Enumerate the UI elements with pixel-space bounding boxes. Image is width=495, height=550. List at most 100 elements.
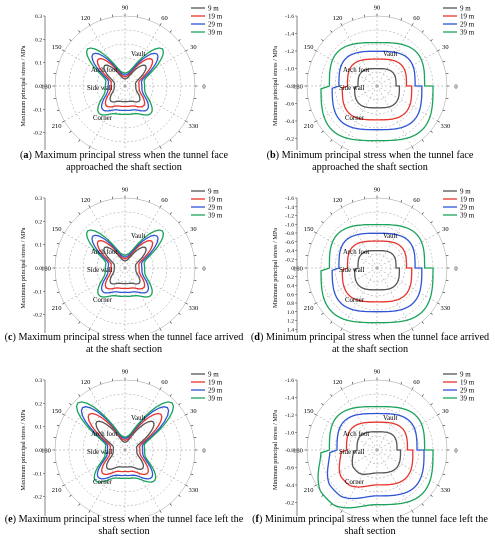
angle-tick-210: 210 — [52, 123, 62, 130]
radial-tick-label: -0.2 — [33, 495, 42, 501]
polar-chart-b: 0306090120150180210240270300330-1.6-1.4-… — [272, 4, 475, 150]
radial-tick-label: -1.6 — [285, 14, 294, 20]
series-line-39m — [317, 405, 434, 509]
panel-caption-b: (b) Minimum principal stress when the tu… — [266, 150, 474, 173]
series-line-39m — [85, 229, 165, 298]
caption-text: Minimum principal stress when the tunnel… — [262, 514, 488, 537]
y-axis-label: Minimum principal stress / MPa — [272, 410, 279, 490]
radial-tick-label: 0.3 — [35, 14, 42, 20]
radial-tick-label: 0.1 — [35, 425, 42, 431]
series-line-39m — [85, 47, 165, 116]
y-axis-label: Maximum principal stress / MPa — [20, 227, 27, 308]
legend-entry: 39 m — [460, 394, 475, 402]
angle-tick-330: 330 — [441, 123, 451, 130]
radial-tick-label: 0.6 — [287, 292, 294, 298]
radial-tick-label: -0.8 — [285, 448, 294, 454]
angle-tick-60: 60 — [413, 197, 420, 204]
angle-tick-120: 120 — [333, 15, 343, 22]
radial-tick-label: -0.1 — [33, 471, 42, 477]
angle-tick-180: 180 — [41, 84, 51, 91]
angle-tick-120: 120 — [81, 379, 91, 386]
annotation-arch-foot: Arch foot — [343, 431, 369, 438]
legend-entry: 19 m — [460, 378, 475, 386]
angle-tick-180: 180 — [293, 266, 303, 273]
radial-tick-label: 1.4 — [287, 327, 294, 333]
legend-entry: 19 m — [208, 12, 223, 20]
polar-chart-d: 0306090120150180210240270300330-1.6-1.4-… — [272, 187, 475, 333]
polar-chart-c: 03060901201501802102402703003300.30.20.1… — [20, 187, 223, 333]
angle-tick-150: 150 — [304, 226, 314, 233]
angle-tick-120: 120 — [81, 15, 91, 22]
legend-entry: 19 m — [460, 195, 475, 203]
angle-tick-180: 180 — [41, 266, 51, 273]
angle-tick-120: 120 — [81, 197, 91, 204]
legend-entry: 39 m — [208, 211, 223, 219]
series-line-9m — [353, 249, 401, 291]
caption-text: Minimum principal stress when the tunnel… — [263, 332, 490, 355]
radial-tick-label: -0.2 — [33, 313, 42, 319]
angle-tick-210: 210 — [52, 487, 62, 494]
series-line-9m — [353, 67, 401, 109]
polar-grid — [52, 13, 198, 150]
radial-tick-label: -0.4 — [285, 249, 294, 255]
radial-tick-label: -0.2 — [285, 257, 294, 263]
angle-tick-60: 60 — [161, 197, 168, 204]
annotation-arch-foot: Arch foot — [91, 67, 117, 74]
annotation-side-wall: Side wall — [339, 267, 365, 274]
radial-tick-label: -0.2 — [285, 137, 294, 143]
annotation-vault: Vault — [383, 415, 397, 422]
radial-tick-label: 0.4 — [287, 284, 294, 290]
angle-tick-30: 30 — [442, 226, 449, 233]
angle-tick-60: 60 — [161, 379, 168, 386]
angle-tick-0: 0 — [202, 448, 205, 455]
angle-tick-180: 180 — [293, 448, 303, 455]
polar-chart-e: 03060901201501802102402703003300.30.20.1… — [20, 369, 223, 516]
series-line-9m — [103, 64, 147, 103]
panel-caption-f: (f) Minimum principal stress when the tu… — [252, 514, 488, 537]
annotation-arch-foot: Arch foot — [343, 67, 369, 74]
legend-entry: 9 m — [208, 370, 219, 378]
series-line-29m — [80, 406, 170, 480]
legend-entry: 9 m — [208, 187, 219, 195]
legend-entry: 29 m — [460, 20, 475, 28]
panel-letter: e — [8, 514, 13, 525]
legend-entry: 29 m — [208, 20, 223, 28]
angle-tick-180: 180 — [293, 84, 303, 91]
series-line-19m — [96, 239, 154, 290]
legend-entry: 9 m — [208, 4, 219, 12]
legend-entry: 29 m — [460, 203, 475, 211]
panel-letter: f — [255, 514, 259, 525]
radial-tick-label: 0.2 — [35, 37, 42, 43]
angle-tick-210: 210 — [304, 305, 314, 312]
radial-tick-label: -1.0 — [285, 67, 294, 73]
angle-tick-210: 210 — [52, 305, 62, 312]
legend-entry: 19 m — [208, 195, 223, 203]
annotation-vault: Vault — [131, 51, 145, 58]
series-line-39m — [320, 41, 434, 142]
annotation-corner: Corner — [345, 115, 365, 122]
angle-tick-150: 150 — [52, 226, 62, 233]
radial-tick-label: -0.1 — [33, 107, 42, 113]
radial-tick-label: 0.3 — [35, 378, 42, 384]
angle-tick-150: 150 — [304, 408, 314, 415]
angle-tick-90: 90 — [374, 369, 381, 376]
angle-tick-120: 120 — [333, 379, 343, 386]
radial-tick-label: -1.0 — [285, 222, 294, 228]
legend-entry: 9 m — [460, 187, 471, 195]
radial-tick-label: -0.8 — [285, 84, 294, 90]
angle-tick-0: 0 — [454, 448, 457, 455]
annotation-corner: Corner — [93, 297, 113, 304]
angle-tick-120: 120 — [333, 197, 343, 204]
radial-tick-label: -1.2 — [285, 49, 294, 55]
panel-caption-e: (e) Maximum principal stress when the tu… — [4, 514, 244, 537]
angle-tick-330: 330 — [441, 305, 451, 312]
series-line-19m — [341, 58, 413, 121]
annotation-side-wall: Side wall — [87, 85, 113, 92]
annotation-side-wall: Side wall — [339, 85, 365, 92]
panel-letter: d — [254, 332, 260, 343]
radial-tick-label: -0.4 — [285, 119, 294, 125]
radial-tick-label: 0.2 — [287, 275, 294, 281]
polar-chart-a: 03060901201501802102402703003300.30.20.1… — [20, 4, 223, 150]
annotation-vault: Vault — [383, 233, 397, 240]
